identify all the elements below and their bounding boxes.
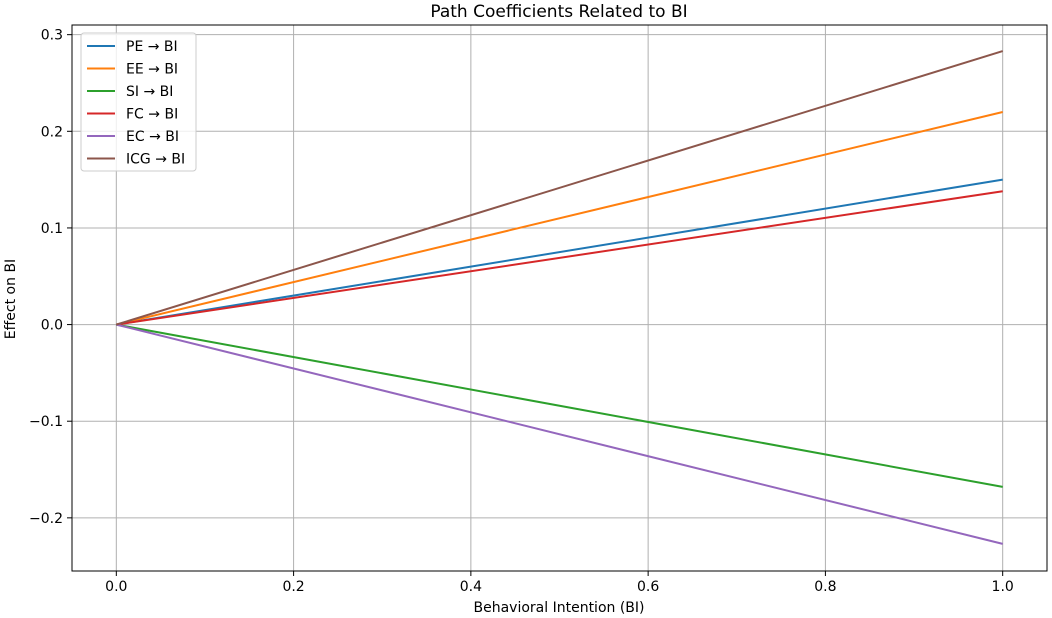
series-lines bbox=[116, 50, 1003, 545]
chart-title: Path Coefficients Related to BI bbox=[430, 2, 687, 22]
x-tick-label: 1.0 bbox=[992, 579, 1014, 595]
x-tick-label: 0.4 bbox=[460, 579, 482, 595]
x-tick-label: 0.2 bbox=[282, 579, 304, 595]
plot-frame bbox=[71, 24, 1048, 572]
series-line bbox=[116, 50, 1003, 326]
y-tick-label: 0.0 bbox=[41, 318, 63, 334]
x-tick-label: 0.8 bbox=[814, 579, 836, 595]
legend: PE → BI EE → BI SI → BI FC → BI EC → BI ICG →… bbox=[80, 32, 197, 172]
series-line bbox=[116, 323, 1003, 488]
y-tick-label: −0.1 bbox=[29, 414, 63, 430]
legend-label: FC → BI bbox=[126, 107, 178, 123]
grid bbox=[72, 25, 1047, 571]
series-line bbox=[116, 323, 1003, 545]
x-tick-label: 0.6 bbox=[637, 579, 659, 595]
series-line bbox=[116, 190, 1003, 326]
y-tick-label: 0.2 bbox=[41, 124, 63, 140]
legend-label: SI → BI bbox=[126, 84, 173, 100]
legend-label: EC → BI bbox=[126, 129, 179, 145]
x-axis-ticks: 0.0 0.2 0.4 0.6 0.8 1.0 bbox=[105, 571, 1014, 595]
legend-label: ICG → BI bbox=[126, 152, 185, 168]
x-tick-label: 0.0 bbox=[105, 579, 127, 595]
series-line bbox=[116, 178, 1003, 326]
legend-label: PE → BI bbox=[126, 39, 178, 55]
y-axis-title: Effect on BI bbox=[3, 259, 19, 339]
x-axis-title: Behavioral Intention (BI) bbox=[474, 600, 645, 616]
y-axis-ticks: −0.2 −0.1 0.0 0.1 0.2 0.3 bbox=[29, 28, 72, 527]
y-tick-label: −0.2 bbox=[29, 511, 63, 527]
legend-label: EE → BI bbox=[126, 62, 178, 78]
y-tick-label: 0.3 bbox=[41, 28, 63, 44]
series-line bbox=[116, 111, 1003, 326]
y-tick-label: 0.1 bbox=[41, 221, 63, 237]
